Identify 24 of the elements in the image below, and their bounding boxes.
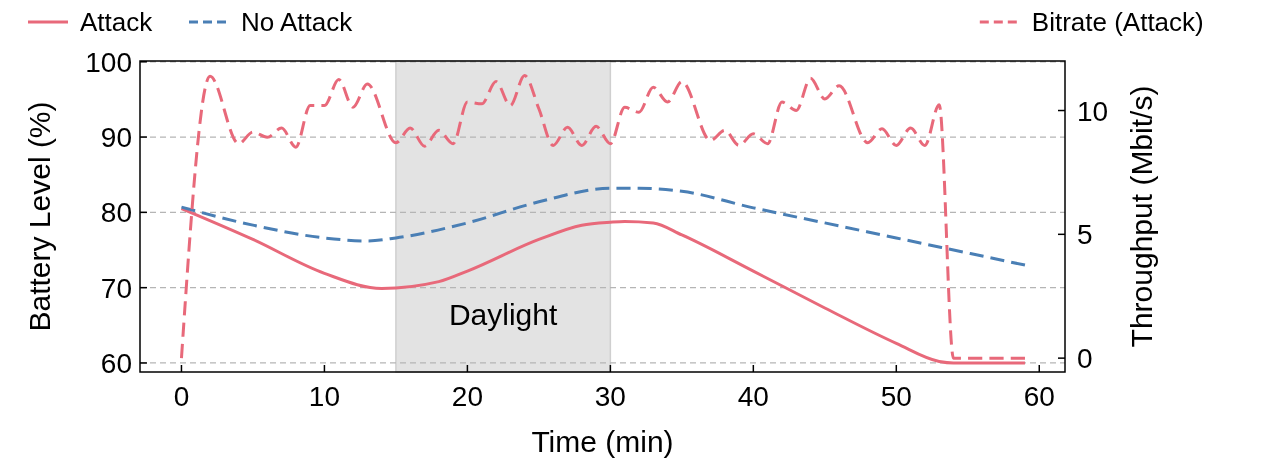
x-axis-title: Time (min) bbox=[531, 425, 674, 458]
x-tick-label: 10 bbox=[308, 381, 341, 412]
x-tick-label: 30 bbox=[594, 381, 626, 412]
y-tick-label: 60 bbox=[100, 347, 132, 379]
y-tick-label: 80 bbox=[100, 197, 132, 229]
x-tick-label: 20 bbox=[451, 381, 483, 412]
y-axis-title: Battery Level (%) bbox=[23, 101, 56, 332]
x-tick-label: 50 bbox=[880, 381, 912, 412]
legend-label: Bitrate (Attack) bbox=[1031, 7, 1204, 37]
legend-label: No Attack bbox=[241, 7, 354, 37]
y2-tick-label: 5 bbox=[1077, 219, 1093, 251]
y2-axis-title: Throughput (Mbit/s) bbox=[1125, 85, 1158, 348]
band-label: Daylight bbox=[448, 298, 558, 331]
y-tick-label: 100 bbox=[85, 46, 132, 78]
y2-tick-label: 0 bbox=[1077, 343, 1093, 375]
legend-label: Attack bbox=[80, 7, 154, 37]
x-tick-label: 0 bbox=[173, 381, 190, 412]
y-tick-label: 70 bbox=[100, 272, 132, 304]
line-series bbox=[179, 186, 1027, 267]
y-tick-label: 90 bbox=[100, 122, 132, 154]
line-series bbox=[179, 74, 1027, 360]
x-tick-label: 60 bbox=[1023, 381, 1055, 412]
x-tick-label: 40 bbox=[737, 381, 769, 412]
y2-tick-label: 10 bbox=[1077, 95, 1109, 127]
